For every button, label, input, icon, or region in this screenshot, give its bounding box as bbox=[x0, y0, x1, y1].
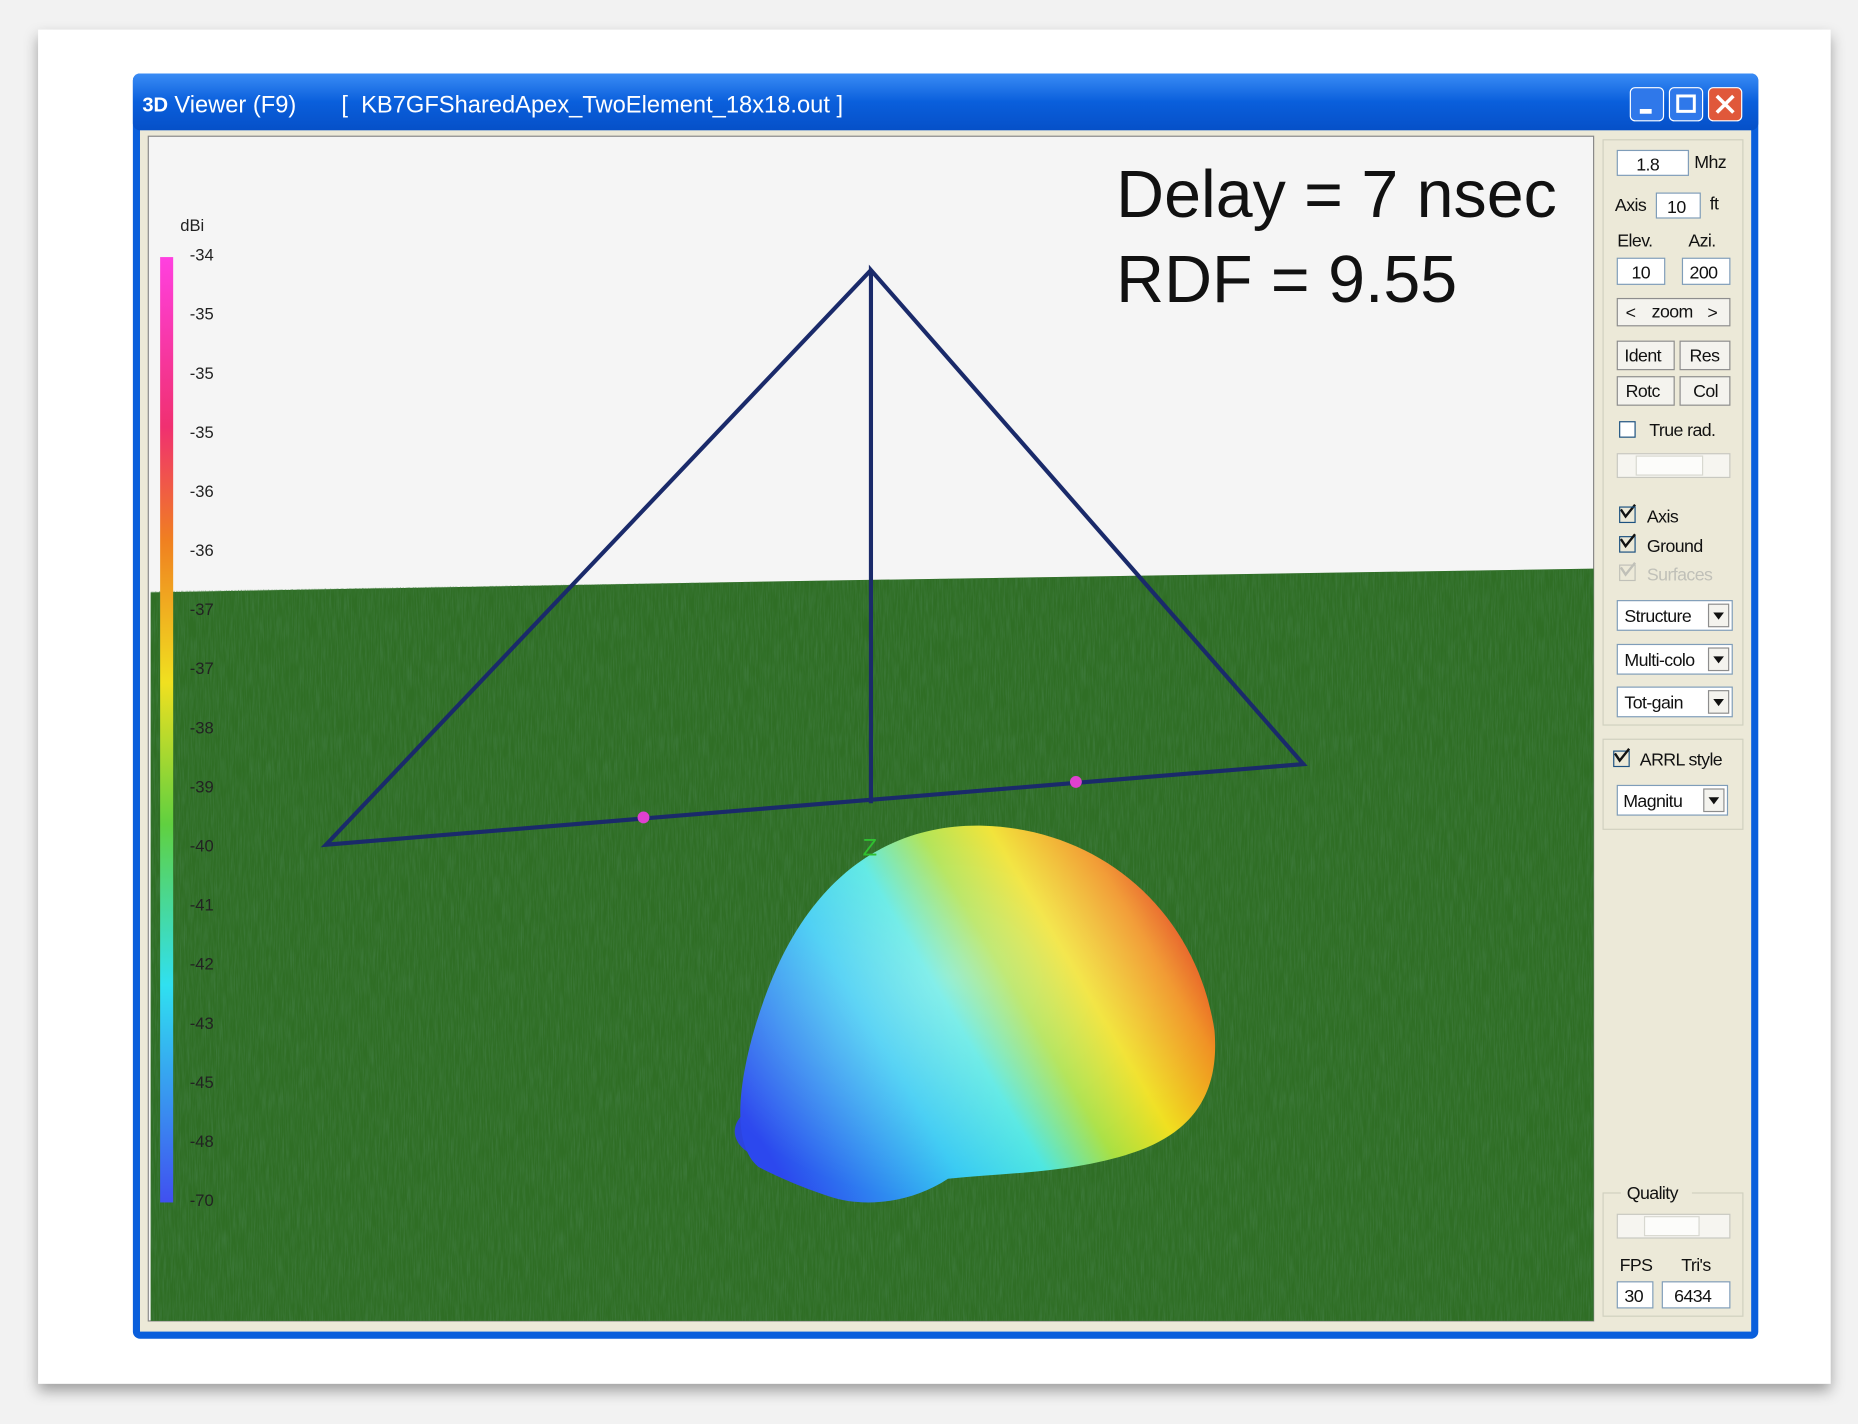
azi-input[interactable] bbox=[1681, 257, 1731, 285]
button-label: Res bbox=[1690, 345, 1721, 365]
zoom-next[interactable]: > bbox=[1707, 303, 1718, 323]
legend-label: -70 bbox=[190, 1191, 214, 1210]
group-box bbox=[1602, 738, 1744, 830]
axis-label: Axis bbox=[1615, 195, 1647, 215]
frequency-input[interactable] bbox=[1616, 149, 1689, 176]
tris: 6434 bbox=[1674, 1286, 1712, 1306]
tris-label: Tri's bbox=[1681, 1255, 1711, 1275]
legend-label: -35 bbox=[190, 305, 214, 324]
check-mark bbox=[1619, 533, 1637, 549]
antenna-wires bbox=[320, 264, 1308, 848]
pattern-highlight bbox=[740, 825, 1216, 1203]
close-icon bbox=[1715, 94, 1735, 114]
azi-label: Azi. bbox=[1688, 230, 1715, 250]
minimize-button[interactable] bbox=[1629, 87, 1665, 122]
axis-unit: ft bbox=[1710, 194, 1719, 214]
frequency: 1.8 bbox=[1636, 155, 1660, 175]
axis-input[interactable] bbox=[1655, 192, 1701, 219]
legend-label: -36 bbox=[190, 541, 214, 560]
zoom-prev[interactable]: < bbox=[1626, 303, 1637, 323]
button[interactable] bbox=[1616, 340, 1675, 371]
legend-label: -37 bbox=[190, 659, 214, 678]
checkbox[interactable] bbox=[1613, 750, 1630, 768]
elev-label: Elev. bbox=[1617, 230, 1652, 250]
annotation: RDF = 9.55 bbox=[1116, 243, 1457, 317]
antenna bbox=[320, 264, 1308, 848]
legend-label: -42 bbox=[190, 955, 214, 974]
feed-point bbox=[637, 811, 650, 824]
button[interactable] bbox=[1679, 340, 1731, 371]
legend-label: -41 bbox=[190, 896, 214, 915]
legend-label: -43 bbox=[190, 1014, 214, 1033]
minimize-icon bbox=[1639, 108, 1652, 114]
legend-label: -40 bbox=[190, 836, 214, 855]
maximize-icon bbox=[1676, 94, 1696, 113]
arrow bbox=[1713, 656, 1724, 664]
check-label: Ground bbox=[1647, 536, 1703, 556]
button-label: Rotc bbox=[1626, 381, 1661, 401]
legend-label: -39 bbox=[190, 777, 214, 796]
legend-label: -34 bbox=[190, 246, 214, 265]
axis-label: Z bbox=[863, 835, 877, 861]
window-file: [ KB7GFSharedApex_TwoElement_18x18.out ] bbox=[341, 93, 843, 119]
checkbox bbox=[1619, 564, 1636, 582]
button-label: Col bbox=[1693, 381, 1718, 401]
check-mark bbox=[1619, 503, 1637, 519]
color-bar bbox=[160, 257, 174, 1203]
legend-labels: -34 -35 -35 -35 -36 -36 -37 -37 -38 -39 -40 -41 -42 -… bbox=[190, 246, 214, 1210]
control-panel: 1.8 Mhz Axis 10 ft Elev. Azi. 10 200 < z… bbox=[1602, 139, 1744, 1317]
scroll-thumb[interactable] bbox=[1635, 455, 1704, 476]
legend-label: -35 bbox=[190, 423, 214, 442]
annotation: Delay = 7 nsec bbox=[1116, 158, 1557, 232]
legend-label: -35 bbox=[190, 364, 214, 383]
window-title: Viewer (F9) bbox=[174, 93, 296, 119]
button-label: Ident bbox=[1624, 345, 1661, 365]
checkbox[interactable] bbox=[1619, 421, 1636, 438]
legend-label: -48 bbox=[190, 1132, 214, 1151]
elev: 10 bbox=[1632, 262, 1651, 282]
fps: 30 bbox=[1624, 1286, 1643, 1306]
legend-label: -45 bbox=[190, 1073, 214, 1092]
scroll-thumb[interactable] bbox=[1643, 1216, 1700, 1237]
legend-unit: dBi bbox=[180, 216, 204, 235]
check-mark bbox=[1613, 747, 1631, 763]
title-bar bbox=[132, 73, 1759, 131]
arrow bbox=[1708, 797, 1720, 805]
legend-label: -36 bbox=[190, 482, 214, 501]
quality-label: Quality bbox=[1627, 1183, 1679, 1203]
group-box bbox=[1602, 139, 1744, 726]
mode: Magnitu bbox=[1623, 791, 1682, 811]
axis-value: 10 bbox=[1667, 197, 1686, 217]
azi: 200 bbox=[1690, 262, 1719, 282]
arrow bbox=[1713, 698, 1724, 707]
dropdown-label: Tot-gain bbox=[1624, 692, 1682, 712]
maximize-button[interactable] bbox=[1668, 87, 1704, 122]
arrow bbox=[1713, 612, 1724, 620]
feed-point bbox=[1069, 775, 1082, 788]
elev-input[interactable] bbox=[1616, 257, 1666, 285]
dropdown-label: Structure bbox=[1624, 606, 1691, 626]
legend-label: -38 bbox=[190, 718, 214, 737]
tris-box bbox=[1661, 1281, 1731, 1309]
zoom-label: zoom bbox=[1652, 301, 1693, 321]
check-label: Surfaces bbox=[1647, 564, 1713, 584]
checkbox[interactable] bbox=[1619, 506, 1636, 524]
arrl-style-label: ARRL style bbox=[1640, 749, 1723, 769]
checkbox[interactable] bbox=[1619, 536, 1636, 553]
button[interactable] bbox=[1679, 376, 1731, 406]
check-mark bbox=[1619, 561, 1637, 577]
check-label: Axis bbox=[1647, 506, 1679, 526]
button[interactable] bbox=[1616, 376, 1675, 406]
fps-label: FPS bbox=[1620, 1255, 1654, 1275]
true-rad-label: True rad. bbox=[1649, 420, 1715, 440]
dropdown-label: Multi-colo bbox=[1624, 650, 1695, 670]
group-label-bg bbox=[1620, 1179, 1692, 1202]
zoom-control[interactable] bbox=[1616, 297, 1731, 327]
window-icon: 3D bbox=[142, 94, 168, 116]
fps-box bbox=[1616, 1281, 1654, 1309]
legend-label: -37 bbox=[190, 600, 214, 619]
frequency-unit: Mhz bbox=[1694, 152, 1726, 172]
